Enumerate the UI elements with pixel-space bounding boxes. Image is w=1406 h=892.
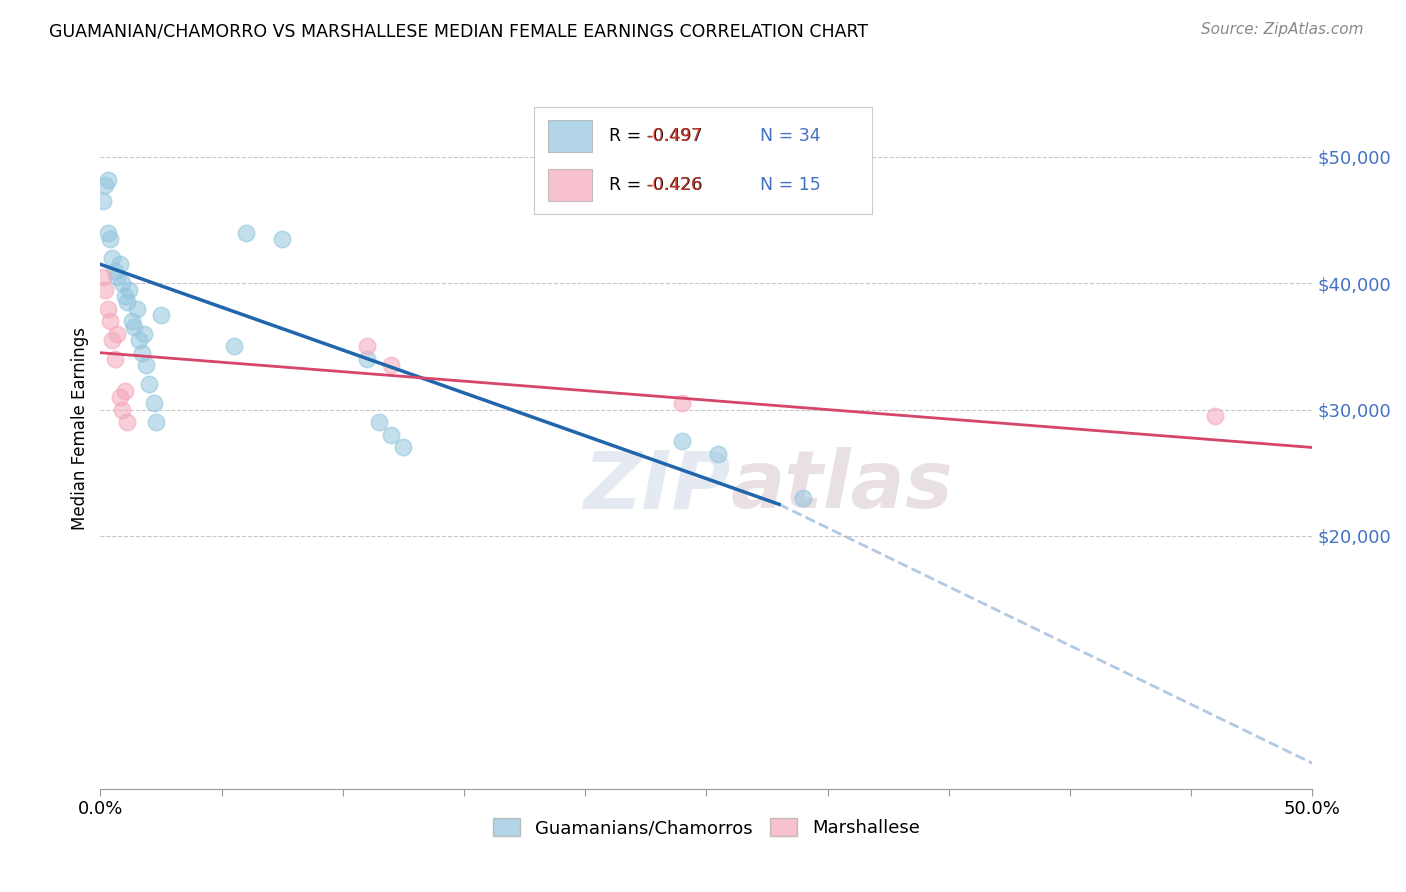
Point xyxy=(792,491,814,505)
Point xyxy=(1204,409,1226,423)
Point xyxy=(104,352,127,367)
Point xyxy=(97,172,120,186)
Point xyxy=(356,339,378,353)
Point xyxy=(98,314,121,328)
Text: ZIP: ZIP xyxy=(583,447,731,525)
Point xyxy=(356,352,378,367)
Point xyxy=(115,415,138,429)
Point xyxy=(125,301,148,316)
Point xyxy=(368,415,391,429)
Point xyxy=(104,263,127,277)
Point xyxy=(392,441,415,455)
Point xyxy=(114,384,136,398)
Point xyxy=(671,396,693,410)
FancyBboxPatch shape xyxy=(548,169,592,202)
Text: Source: ZipAtlas.com: Source: ZipAtlas.com xyxy=(1201,22,1364,37)
Legend: Guamanians/Chamorros, Marshallese: Guamanians/Chamorros, Marshallese xyxy=(486,811,927,845)
Point xyxy=(111,402,134,417)
Point xyxy=(380,427,402,442)
Point xyxy=(91,194,114,209)
Text: N = 34: N = 34 xyxy=(761,127,821,145)
Point xyxy=(101,333,124,347)
Y-axis label: Median Female Earnings: Median Female Earnings xyxy=(72,327,89,530)
Point xyxy=(97,301,120,316)
Text: R = -0.497: R = -0.497 xyxy=(609,127,702,145)
Point xyxy=(135,359,157,373)
Text: -0.497: -0.497 xyxy=(645,127,702,145)
Point xyxy=(145,415,167,429)
Point xyxy=(118,283,141,297)
Point xyxy=(235,226,257,240)
Point xyxy=(94,283,117,297)
Text: GUAMANIAN/CHAMORRO VS MARSHALLESE MEDIAN FEMALE EARNINGS CORRELATION CHART: GUAMANIAN/CHAMORRO VS MARSHALLESE MEDIAN… xyxy=(49,22,869,40)
Point xyxy=(101,251,124,265)
Point xyxy=(138,377,160,392)
Point xyxy=(124,320,146,334)
Point xyxy=(222,339,245,353)
Point xyxy=(105,326,128,341)
FancyBboxPatch shape xyxy=(548,120,592,152)
Point xyxy=(108,257,131,271)
Point xyxy=(271,232,294,246)
Point xyxy=(128,333,150,347)
Point xyxy=(142,396,165,410)
Point xyxy=(131,345,153,359)
Point xyxy=(132,326,155,341)
Text: N = 15: N = 15 xyxy=(761,177,821,194)
Point xyxy=(380,359,402,373)
Point xyxy=(115,295,138,310)
Point xyxy=(114,289,136,303)
Point xyxy=(97,226,120,240)
Point xyxy=(108,390,131,404)
Point xyxy=(121,314,143,328)
Point xyxy=(707,447,730,461)
Point xyxy=(111,277,134,291)
Text: atlas: atlas xyxy=(731,447,953,525)
Text: R = -0.426: R = -0.426 xyxy=(609,177,702,194)
Point xyxy=(149,308,172,322)
Point xyxy=(98,232,121,246)
Point xyxy=(105,269,128,284)
Point xyxy=(671,434,693,449)
Point xyxy=(94,178,117,192)
Text: -0.426: -0.426 xyxy=(645,177,702,194)
Point xyxy=(91,269,114,284)
